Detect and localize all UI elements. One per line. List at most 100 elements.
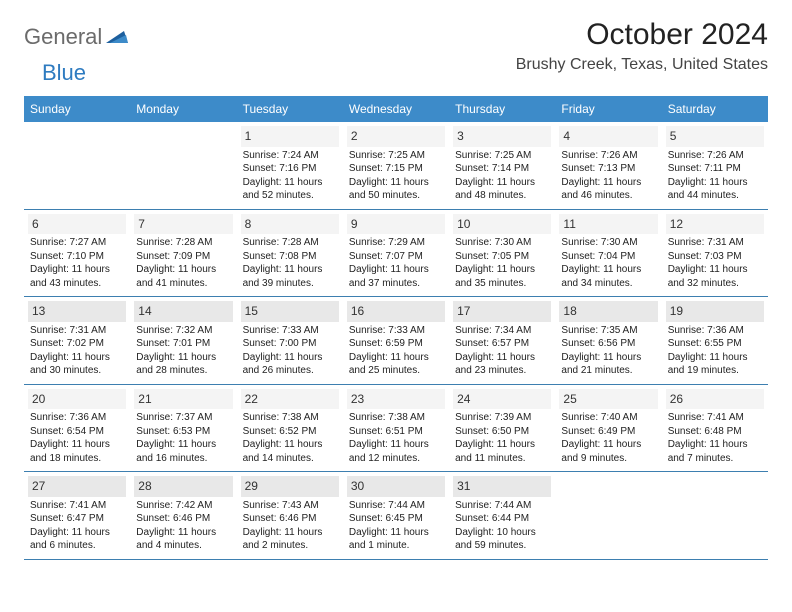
- sunset-text: Sunset: 7:02 PM: [30, 337, 124, 351]
- day-cell: 23Sunrise: 7:38 AMSunset: 6:51 PMDayligh…: [343, 385, 449, 472]
- logo-text-blue: Blue: [42, 60, 86, 85]
- day-number-row: 11: [559, 214, 657, 235]
- sunset-text: Sunset: 6:44 PM: [455, 512, 549, 526]
- sunrise-text: Sunrise: 7:26 AM: [561, 149, 655, 163]
- sunset-text: Sunset: 7:08 PM: [243, 250, 337, 264]
- daylight-text: Daylight: 11 hours and 32 minutes.: [668, 263, 762, 290]
- day-number-row: 6: [28, 214, 126, 235]
- day-details: Sunrise: 7:31 AMSunset: 7:03 PMDaylight:…: [666, 236, 764, 290]
- day-number-row: 15: [241, 301, 339, 322]
- day-header-friday: Friday: [555, 96, 661, 122]
- daylight-text: Daylight: 11 hours and 18 minutes.: [30, 438, 124, 465]
- day-details: Sunrise: 7:33 AMSunset: 6:59 PMDaylight:…: [347, 324, 445, 378]
- day-number-row: 3: [453, 126, 551, 147]
- sunrise-text: Sunrise: 7:25 AM: [349, 149, 443, 163]
- day-details: Sunrise: 7:30 AMSunset: 7:04 PMDaylight:…: [559, 236, 657, 290]
- sunset-text: Sunset: 6:45 PM: [349, 512, 443, 526]
- month-title: October 2024: [516, 18, 768, 52]
- sunrise-text: Sunrise: 7:36 AM: [668, 324, 762, 338]
- day-cell: 4Sunrise: 7:26 AMSunset: 7:13 PMDaylight…: [555, 122, 661, 209]
- day-number: 7: [138, 217, 145, 231]
- day-number-row: [666, 476, 764, 480]
- day-number-row: 22: [241, 389, 339, 410]
- sunrise-text: Sunrise: 7:44 AM: [349, 499, 443, 513]
- day-number: 25: [563, 392, 576, 406]
- daylight-text: Daylight: 10 hours and 59 minutes.: [455, 526, 549, 553]
- daylight-text: Daylight: 11 hours and 7 minutes.: [668, 438, 762, 465]
- sunrise-text: Sunrise: 7:26 AM: [668, 149, 762, 163]
- day-number-row: 18: [559, 301, 657, 322]
- week-row: 27Sunrise: 7:41 AMSunset: 6:47 PMDayligh…: [24, 472, 768, 560]
- daylight-text: Daylight: 11 hours and 21 minutes.: [561, 351, 655, 378]
- sunset-text: Sunset: 6:49 PM: [561, 425, 655, 439]
- day-details: Sunrise: 7:27 AMSunset: 7:10 PMDaylight:…: [28, 236, 126, 290]
- day-header-wednesday: Wednesday: [343, 96, 449, 122]
- day-cell: 12Sunrise: 7:31 AMSunset: 7:03 PMDayligh…: [662, 210, 768, 297]
- day-cell: 6Sunrise: 7:27 AMSunset: 7:10 PMDaylight…: [24, 210, 130, 297]
- sunset-text: Sunset: 6:53 PM: [136, 425, 230, 439]
- day-number: 15: [245, 304, 258, 318]
- calendar-grid: SundayMondayTuesdayWednesdayThursdayFrid…: [24, 96, 768, 560]
- sunrise-text: Sunrise: 7:33 AM: [349, 324, 443, 338]
- day-number-row: 28: [134, 476, 232, 497]
- daylight-text: Daylight: 11 hours and 9 minutes.: [561, 438, 655, 465]
- day-cell: 19Sunrise: 7:36 AMSunset: 6:55 PMDayligh…: [662, 297, 768, 384]
- day-details: Sunrise: 7:26 AMSunset: 7:11 PMDaylight:…: [666, 149, 764, 203]
- sunset-text: Sunset: 6:56 PM: [561, 337, 655, 351]
- sunrise-text: Sunrise: 7:43 AM: [243, 499, 337, 513]
- day-header-sunday: Sunday: [24, 96, 130, 122]
- sunrise-text: Sunrise: 7:40 AM: [561, 411, 655, 425]
- day-cell: 5Sunrise: 7:26 AMSunset: 7:11 PMDaylight…: [662, 122, 768, 209]
- day-number: 24: [457, 392, 470, 406]
- sunset-text: Sunset: 7:00 PM: [243, 337, 337, 351]
- day-number-row: 30: [347, 476, 445, 497]
- sunrise-text: Sunrise: 7:36 AM: [30, 411, 124, 425]
- daylight-text: Daylight: 11 hours and 37 minutes.: [349, 263, 443, 290]
- day-number-row: 24: [453, 389, 551, 410]
- day-number-row: 31: [453, 476, 551, 497]
- day-cell: 30Sunrise: 7:44 AMSunset: 6:45 PMDayligh…: [343, 472, 449, 559]
- day-details: Sunrise: 7:33 AMSunset: 7:00 PMDaylight:…: [241, 324, 339, 378]
- day-number-row: [28, 126, 126, 130]
- day-header-monday: Monday: [130, 96, 236, 122]
- daylight-text: Daylight: 11 hours and 4 minutes.: [136, 526, 230, 553]
- daylight-text: Daylight: 11 hours and 11 minutes.: [455, 438, 549, 465]
- sunrise-text: Sunrise: 7:41 AM: [30, 499, 124, 513]
- daylight-text: Daylight: 11 hours and 46 minutes.: [561, 176, 655, 203]
- day-cell: 21Sunrise: 7:37 AMSunset: 6:53 PMDayligh…: [130, 385, 236, 472]
- week-row: 20Sunrise: 7:36 AMSunset: 6:54 PMDayligh…: [24, 385, 768, 473]
- daylight-text: Daylight: 11 hours and 23 minutes.: [455, 351, 549, 378]
- sunset-text: Sunset: 7:05 PM: [455, 250, 549, 264]
- sunrise-text: Sunrise: 7:44 AM: [455, 499, 549, 513]
- day-number-row: 27: [28, 476, 126, 497]
- day-number-row: 14: [134, 301, 232, 322]
- day-number: 2: [351, 129, 358, 143]
- day-cell: 31 Sunrise: 7:44 AMSunset: 6:44 PMDayligh…: [449, 472, 555, 559]
- calendar-page: General October 2024 Brushy Creek, Texas…: [0, 0, 792, 560]
- day-details: Sunrise: 7:26 AMSunset: 7:13 PMDaylight:…: [559, 149, 657, 203]
- day-number: 3: [457, 129, 464, 143]
- day-cell: 1Sunrise: 7:24 AMSunset: 7:16 PMDaylight…: [237, 122, 343, 209]
- day-cell: 11Sunrise: 7:30 AMSunset: 7:04 PMDayligh…: [555, 210, 661, 297]
- daylight-text: Daylight: 11 hours and 41 minutes.: [136, 263, 230, 290]
- day-details: Sunrise: 7:24 AMSunset: 7:16 PMDaylight:…: [241, 149, 339, 203]
- day-number-row: 13: [28, 301, 126, 322]
- day-number: 9: [351, 217, 358, 231]
- sunrise-text: Sunrise: 7:38 AM: [349, 411, 443, 425]
- sunset-text: Sunset: 7:03 PM: [668, 250, 762, 264]
- daylight-text: Daylight: 11 hours and 35 minutes.: [455, 263, 549, 290]
- daylight-text: Daylight: 11 hours and 30 minutes.: [30, 351, 124, 378]
- day-number-row: 10: [453, 214, 551, 235]
- sunset-text: Sunset: 7:09 PM: [136, 250, 230, 264]
- day-details: Sunrise: 7:43 AMSunset: 6:46 PMDaylight:…: [241, 499, 339, 553]
- day-number: 26: [670, 392, 683, 406]
- day-cell: 22Sunrise: 7:38 AMSunset: 6:52 PMDayligh…: [237, 385, 343, 472]
- daylight-text: Daylight: 11 hours and 28 minutes.: [136, 351, 230, 378]
- day-number: 23: [351, 392, 364, 406]
- day-details: Sunrise: 7:41 AMSunset: 6:47 PMDaylight:…: [28, 499, 126, 553]
- daylight-text: Daylight: 11 hours and 50 minutes.: [349, 176, 443, 203]
- day-number: 28: [138, 479, 151, 493]
- day-cell: 26Sunrise: 7:41 AMSunset: 6:48 PMDayligh…: [662, 385, 768, 472]
- day-number-row: 23: [347, 389, 445, 410]
- sunrise-text: Sunrise: 7:33 AM: [243, 324, 337, 338]
